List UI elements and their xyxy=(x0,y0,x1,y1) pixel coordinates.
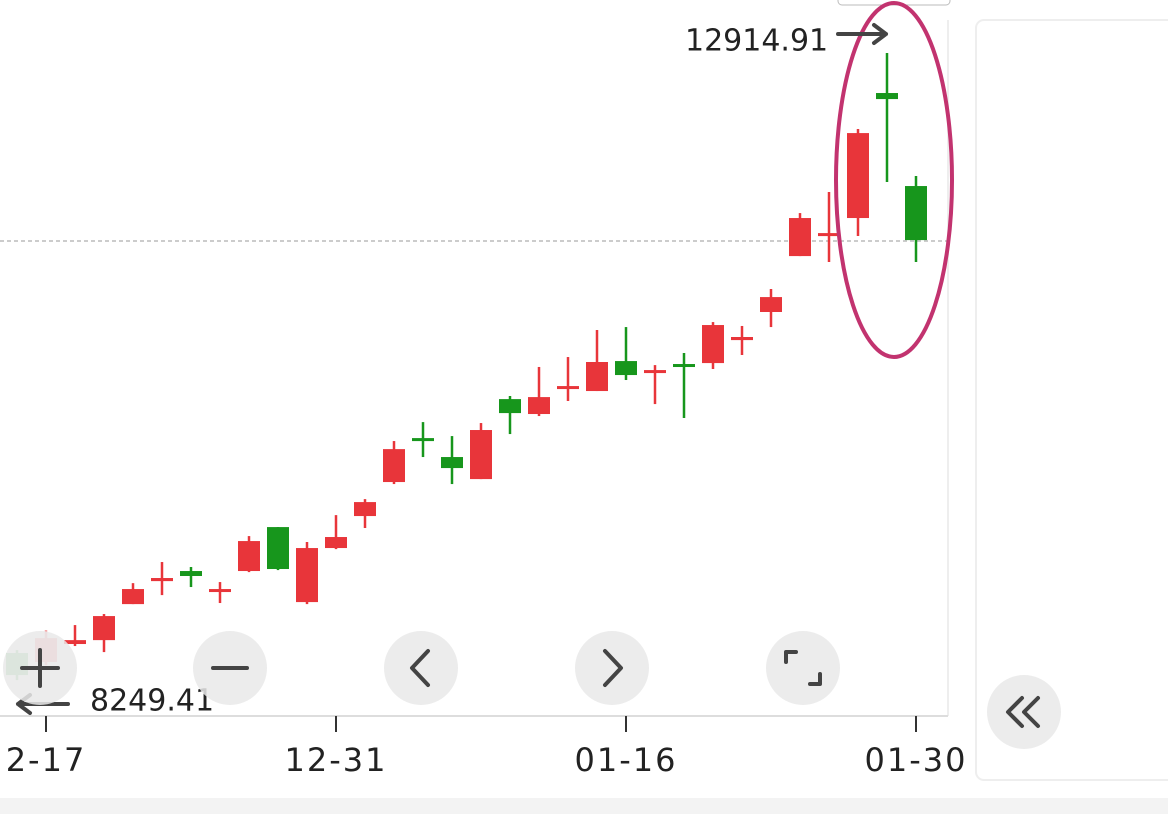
candle-body xyxy=(470,430,492,480)
candle xyxy=(731,325,753,356)
zoom-in-button[interactable] xyxy=(3,631,77,705)
x-tick-label: 2-17 xyxy=(6,741,87,779)
candle-body xyxy=(296,548,318,603)
candle xyxy=(528,366,550,417)
candle-body xyxy=(673,364,695,368)
candle-body xyxy=(905,186,927,241)
candle-body xyxy=(93,616,115,641)
candle-body xyxy=(180,571,202,577)
candle xyxy=(267,527,289,571)
candle xyxy=(470,423,492,480)
candle-body xyxy=(702,325,724,364)
candle xyxy=(64,625,86,647)
candle-body xyxy=(354,502,376,517)
candle-body xyxy=(586,362,608,392)
candle xyxy=(586,330,608,392)
collapse-button[interactable] xyxy=(987,675,1061,749)
candle-body xyxy=(847,133,869,219)
candle-body xyxy=(615,361,637,376)
candle-body xyxy=(325,537,347,549)
fullscreen-button[interactable] xyxy=(766,631,840,705)
candle xyxy=(702,322,724,369)
x-tick-label: 01-30 xyxy=(865,741,968,779)
candle xyxy=(354,499,376,529)
annotation-arrow xyxy=(836,23,888,45)
candle xyxy=(122,583,144,605)
candle xyxy=(325,515,347,550)
candle xyxy=(818,191,840,262)
candle xyxy=(383,441,405,485)
candle-body xyxy=(644,370,666,374)
candle xyxy=(673,352,695,419)
candle xyxy=(905,175,927,262)
x-tick-label: 01-16 xyxy=(575,741,678,779)
candle-body xyxy=(64,640,86,645)
candle xyxy=(238,536,260,573)
annotation: 12914.91 xyxy=(685,24,828,59)
candle-body xyxy=(383,449,405,483)
candle xyxy=(151,562,173,596)
zoom-out-button[interactable] xyxy=(193,631,267,705)
candle-body xyxy=(760,297,782,312)
candle-body xyxy=(789,218,811,257)
candle xyxy=(296,541,318,605)
candle-body xyxy=(818,233,840,237)
next-button[interactable] xyxy=(575,631,649,705)
candle-body xyxy=(557,386,579,390)
candle xyxy=(180,566,202,588)
candle-body xyxy=(122,589,144,605)
candle-body xyxy=(209,589,231,593)
candle xyxy=(789,213,811,257)
candle-body xyxy=(267,527,289,570)
candle-body xyxy=(876,93,898,100)
candle-body xyxy=(412,438,434,442)
side-panel xyxy=(975,19,1168,781)
candle xyxy=(499,396,521,435)
highlight-ellipse xyxy=(834,1,954,359)
prev-button[interactable] xyxy=(384,631,458,705)
candle-body xyxy=(151,578,173,582)
candle xyxy=(760,289,782,328)
candle xyxy=(93,614,115,653)
x-tick-label: 12-31 xyxy=(285,741,388,779)
candle-body xyxy=(731,337,753,341)
candle-body xyxy=(499,399,521,414)
candle xyxy=(876,52,898,183)
bottom-bar xyxy=(0,798,1168,814)
candle xyxy=(644,365,666,405)
candle xyxy=(557,357,579,401)
candle-body xyxy=(238,541,260,572)
candle-body xyxy=(528,397,550,415)
candle xyxy=(441,436,463,485)
candle xyxy=(847,129,869,237)
candle xyxy=(615,327,637,381)
annotation: 8249.41 xyxy=(90,684,214,719)
candle-body xyxy=(441,457,463,469)
candle xyxy=(412,422,434,458)
candle xyxy=(209,582,231,604)
